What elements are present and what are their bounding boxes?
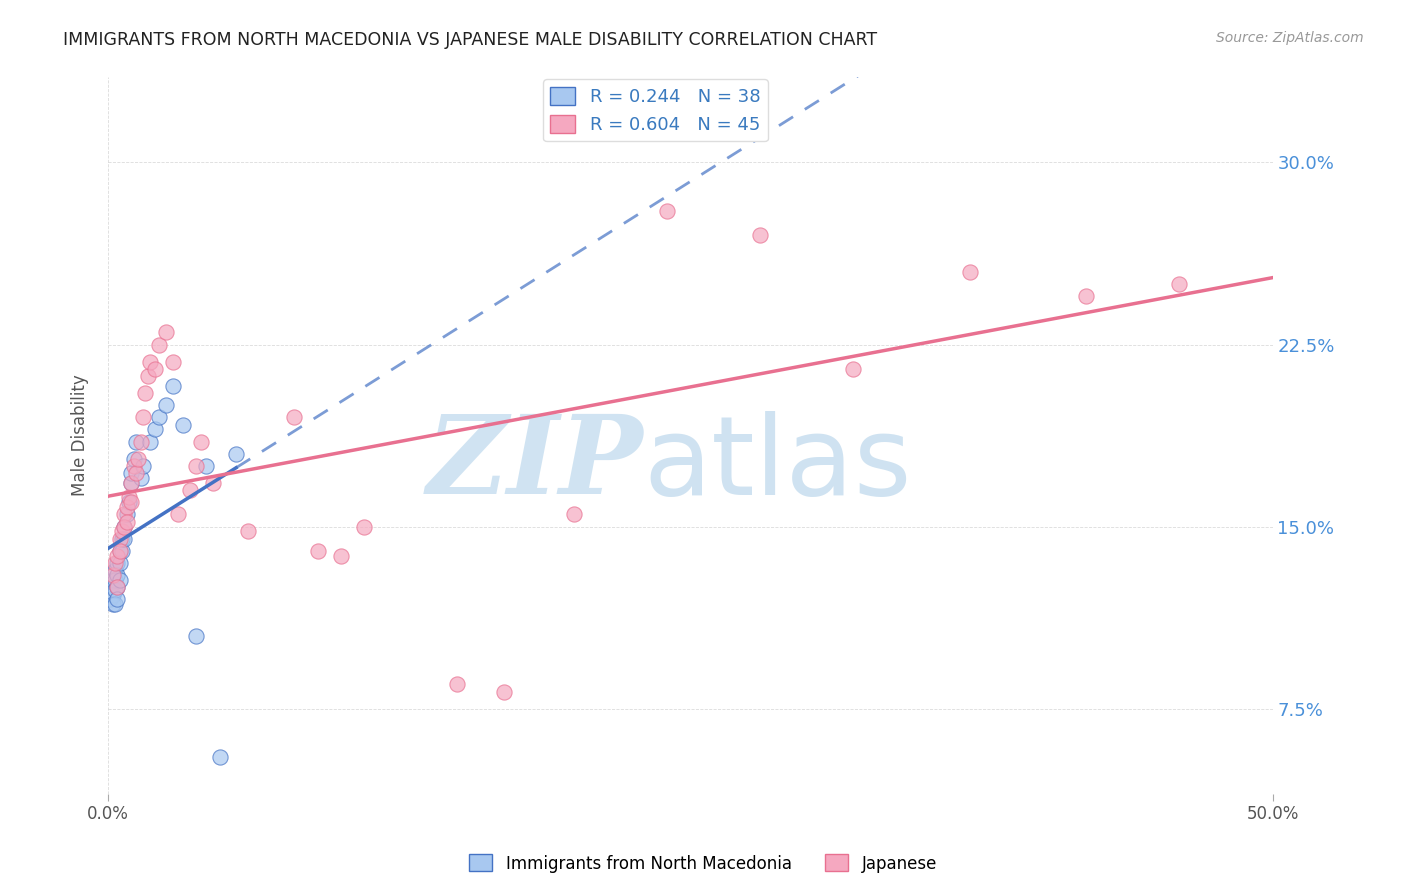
Point (129, 434, 152, 449)
Point (118, 495, 141, 509)
Point (104, 597, 127, 611)
Point (842, 361, 865, 376)
Point (562, 508, 585, 522)
Point (155, 398, 177, 412)
Point (101, 573, 124, 587)
Text: ZIP: ZIP (427, 410, 644, 518)
Legend: Immigrants from North Macedonia, Japanese: Immigrants from North Macedonia, Japanes… (463, 847, 943, 880)
Point (959, 265, 981, 279)
Text: IMMIGRANTS FROM NORTH MACEDONIA VS JAPANESE MALE DISABILITY CORRELATION CHART: IMMIGRANTS FROM NORTH MACEDONIA VS JAPAN… (63, 31, 877, 49)
Point (108, 544, 131, 558)
Point (127, 451, 149, 466)
Point (148, 410, 170, 425)
Point (98, 580, 121, 594)
Point (104, 556, 127, 570)
Point (108, 556, 131, 570)
Point (132, 458, 155, 473)
Point (105, 580, 128, 594)
Point (136, 369, 159, 384)
Point (655, 204, 678, 219)
Point (98, 592, 121, 607)
Point (194, 458, 217, 473)
Point (139, 354, 162, 368)
Point (1168, 277, 1191, 291)
Point (125, 434, 148, 449)
Point (225, 447, 247, 461)
Point (162, 354, 184, 368)
Text: atlas: atlas (644, 410, 912, 517)
Point (122, 451, 145, 466)
Point (236, 524, 259, 539)
Point (134, 386, 156, 401)
Point (162, 378, 184, 392)
Point (115, 515, 138, 529)
Point (118, 491, 141, 505)
Point (329, 549, 352, 563)
Point (111, 532, 134, 546)
Point (129, 471, 152, 485)
Point (172, 417, 194, 432)
Point (112, 508, 135, 522)
Point (108, 573, 131, 587)
Point (120, 495, 142, 509)
Point (105, 592, 128, 607)
Point (179, 483, 201, 498)
Point (120, 475, 142, 490)
Point (283, 410, 305, 425)
Point (112, 519, 135, 533)
Point (186, 629, 208, 643)
Point (139, 434, 162, 449)
Point (108, 532, 131, 546)
Point (148, 337, 170, 351)
Point (167, 508, 190, 522)
Point (120, 475, 142, 490)
Text: Source: ZipAtlas.com: Source: ZipAtlas.com (1216, 31, 1364, 45)
Point (101, 568, 124, 582)
Point (201, 475, 224, 490)
Point (143, 361, 166, 376)
Point (111, 544, 134, 558)
Point (104, 573, 127, 587)
Point (105, 580, 128, 594)
Point (125, 466, 148, 480)
Point (155, 326, 177, 340)
Legend: R = 0.244   N = 38, R = 0.604   N = 45: R = 0.244 N = 38, R = 0.604 N = 45 (543, 79, 768, 142)
Point (143, 422, 166, 436)
Point (115, 500, 138, 515)
Point (307, 544, 329, 558)
Point (111, 524, 134, 539)
Point (353, 519, 375, 533)
Point (104, 582, 127, 597)
Point (446, 677, 468, 691)
Point (105, 556, 128, 570)
Point (112, 519, 135, 533)
Point (208, 750, 231, 764)
Point (120, 466, 142, 480)
Point (112, 532, 135, 546)
Point (101, 588, 124, 602)
Point (492, 684, 515, 698)
Point (749, 228, 772, 243)
Point (122, 458, 145, 473)
Y-axis label: Male Disability: Male Disability (72, 375, 89, 497)
Point (105, 568, 128, 582)
Point (104, 563, 127, 577)
Point (105, 549, 128, 563)
Point (108, 544, 131, 558)
Point (115, 508, 138, 522)
Point (1076, 289, 1098, 303)
Point (186, 458, 208, 473)
Point (101, 597, 124, 611)
Point (190, 434, 212, 449)
Point (132, 410, 155, 425)
